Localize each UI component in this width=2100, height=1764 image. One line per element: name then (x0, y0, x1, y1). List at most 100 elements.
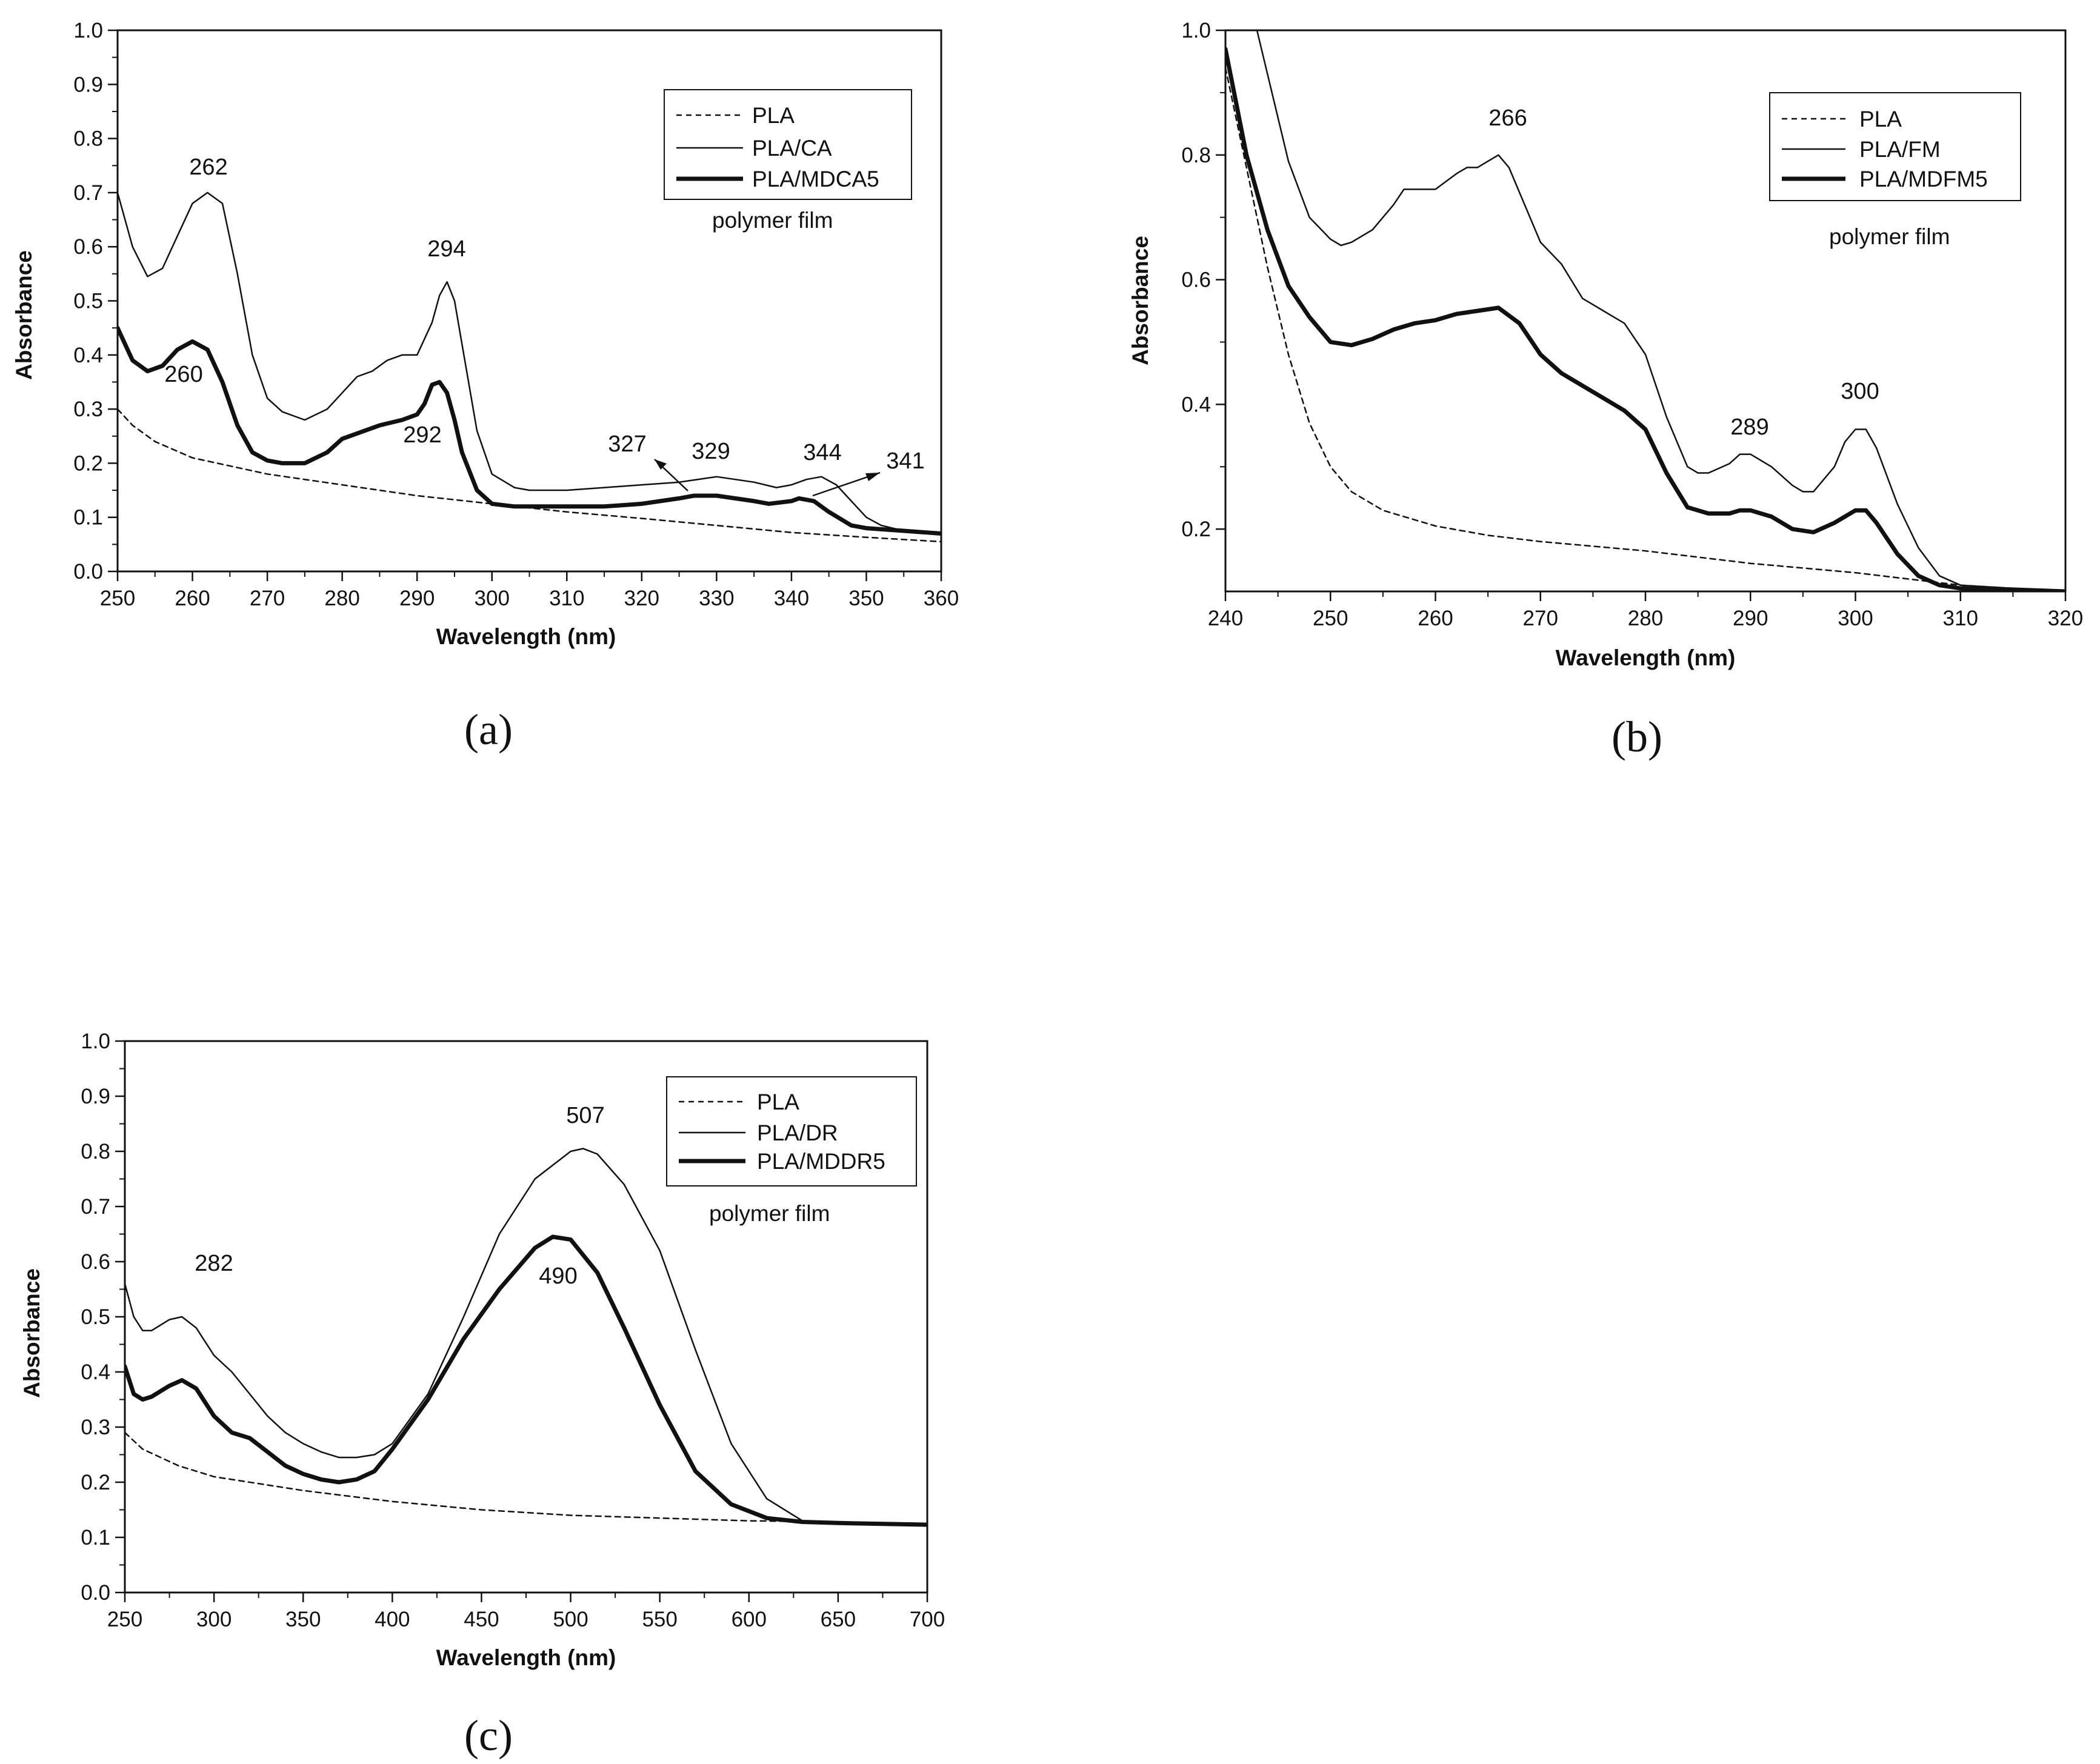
panel-a-y-tick-label: 0.3 (73, 398, 103, 421)
panel-c-x-tick-label: 450 (464, 1608, 499, 1631)
panel-a-x-tick-label: 270 (250, 587, 285, 610)
panel-a-peak-label-294: 294 (427, 236, 465, 262)
panel-a-y-tick-label: 1.0 (73, 19, 103, 42)
panel-a-arrowhead-327 (655, 459, 667, 470)
panel-a-legend: PLA PLA/CA PLA/MDCA5 (664, 89, 912, 200)
panel-a-peak-label-327: 327 (608, 431, 646, 457)
panel-b-y-tick-label: 1.0 (1181, 19, 1211, 42)
panel-c-x-axis-title: Wavelength (nm) (436, 1645, 616, 1670)
panel-a-x-axis-title: Wavelength (nm) (436, 624, 616, 649)
panel-c-peak-label-507: 507 (566, 1103, 604, 1128)
panel-c-series-pla-mddr5 (125, 1234, 927, 1527)
panel-a-x-tick-label: 350 (848, 587, 884, 610)
panel-a-chart: 250 260 270 280 290 300 310 320 330 340 350 360 0.0 0… (12, 19, 959, 754)
panel-a-y-tick-label: 0.4 (73, 344, 103, 367)
panel-b-y-tick-label: 0.8 (1181, 144, 1211, 167)
panel-c-legend-box (666, 1076, 917, 1187)
panel-c-x-tick-label: 300 (196, 1608, 232, 1631)
panel-c-y-tick-label: 0.1 (81, 1526, 110, 1549)
panel-b-legend-label-pla-mdfm5: PLA/MDFM5 (1859, 167, 1988, 191)
panel-a-x-tick-label: 250 (100, 587, 135, 610)
panel-a-peak-label-329: 329 (692, 439, 730, 464)
panel-b-x-tick-label: 260 (1418, 607, 1453, 630)
panel-a-peak-label-292: 292 (403, 422, 441, 448)
panel-c-y-tick-label: 0.3 (81, 1416, 110, 1439)
panel-a-series-pla-ca (118, 191, 941, 534)
panel-c-y-tick-label: 0.6 (81, 1250, 110, 1274)
panel-a-peak-label-262: 262 (189, 155, 227, 180)
panel-a-note: polymer film (712, 208, 833, 233)
panel-b-series-pla-mdfm5 (1225, 47, 2065, 591)
panel-a-series (118, 191, 941, 543)
panel-c-series (125, 1148, 927, 1527)
panel-a-x-tick-label: 360 (924, 587, 959, 610)
panel-c-y-tick-label: 0.9 (81, 1085, 110, 1108)
panel-a-x-tick-label: 340 (774, 587, 809, 610)
panel-a-y-tick-label: 0.2 (73, 451, 103, 475)
panel-a-label: (a) (464, 705, 513, 754)
panel-a-peak-label-344: 344 (803, 440, 841, 465)
panel-a-peak-label-341: 341 (886, 448, 924, 474)
panel-b-label: (b) (1612, 713, 1662, 761)
panel-b-note: polymer film (1829, 224, 1950, 249)
panel-a-x-tick-label: 330 (699, 587, 734, 610)
panel-c-axis-ticks: 250 300 350 400 450 500 550 600 650 700 0.0 0.1 0.2 0… (81, 1030, 945, 1631)
panel-b-x-tick-label: 310 (1943, 607, 1978, 630)
panel-c-x-tick-label: 600 (732, 1608, 767, 1631)
panel-b-x-tick-label: 280 (1628, 607, 1663, 630)
panel-c-y-tick-label: 0.4 (81, 1360, 110, 1384)
panel-a-arrowhead-341 (865, 473, 880, 481)
panel-b-plot-frame (1224, 29, 2067, 593)
panel-c-series-pla (125, 1431, 927, 1525)
panel-b-series-pla-fm (1256, 30, 2065, 591)
panel-a-y-tick-label: 0.9 (73, 73, 103, 96)
panel-b-chart: 240 250 260 270 280 290 300 310 320 0.2 0.4 0.6 0.8 1… (1128, 19, 2083, 761)
panel-c-x-tick-label: 650 (821, 1608, 856, 1631)
panel-b-peak-label-266: 266 (1488, 105, 1527, 131)
panel-c-x-tick-label: 500 (553, 1608, 588, 1631)
panel-b-y-tick-label: 0.4 (1181, 393, 1211, 416)
panel-c-y-tick-label: 0.5 (81, 1305, 110, 1329)
panel-b-legend-label-pla-fm: PLA/FM (1859, 137, 1941, 162)
panel-a-y-tick-label: 0.0 (73, 560, 103, 584)
panel-a-legend-label-pla: PLA (752, 103, 795, 128)
panel-b-legend-label-pla: PLA (1859, 107, 1902, 131)
panel-c-x-tick-label: 700 (910, 1608, 945, 1631)
panel-b-x-tick-label: 240 (1208, 607, 1243, 630)
panel-a-peak-label-260: 260 (164, 362, 202, 387)
panel-c-x-tick-label: 550 (642, 1608, 677, 1631)
panel-c-legend-label-pla-dr: PLA/DR (757, 1120, 838, 1145)
panel-a-y-tick-label: 0.6 (73, 235, 103, 259)
panel-c-y-tick-label: 0.2 (81, 1471, 110, 1494)
panel-c-x-tick-label: 400 (375, 1608, 410, 1631)
panel-c-y-tick-label: 1.0 (81, 1030, 110, 1053)
panel-c-legend-label-pla: PLA (757, 1090, 799, 1114)
panel-b-y-axis-title: Absorbance (1128, 236, 1153, 365)
panel-b-axis-ticks: 240 250 260 270 280 290 300 310 320 0.2 0.4 0.6 0.8 1… (1181, 19, 2083, 630)
panel-c-y-axis-title: Absorbance (19, 1268, 44, 1398)
panel-b-y-tick-label: 0.2 (1181, 518, 1211, 541)
panel-c-legend: PLA PLA/DR PLA/MDDR5 (666, 1076, 917, 1187)
panel-a-x-tick-label: 320 (624, 587, 659, 610)
panel-c-plot-frame (124, 1040, 928, 1594)
panel-c-note: polymer film (709, 1201, 830, 1226)
panel-b-series-pla (1225, 67, 2065, 591)
panel-b-y-tick-label: 0.6 (1181, 268, 1211, 292)
panel-a-x-tick-label: 310 (549, 587, 584, 610)
panel-c-chart: 250 300 350 400 450 500 550 600 650 700 0.0 0.1 0.2 0… (19, 1030, 945, 1760)
panel-b-legend-box (1769, 92, 2021, 201)
panel-b-peak-label-300: 300 (1841, 379, 1879, 404)
panel-b-peak-label-289: 289 (1730, 414, 1768, 440)
panel-a-legend-label-pla-mdca5: PLA/MDCA5 (752, 167, 879, 191)
panel-a-y-tick-label: 0.5 (73, 290, 103, 313)
panel-a-y-tick-label: 0.7 (73, 181, 103, 205)
panel-c-legend-label-pla-mddr5: PLA/MDDR5 (757, 1149, 885, 1174)
panel-c-y-tick-label: 0.7 (81, 1195, 110, 1219)
panel-c-label: (c) (464, 1711, 513, 1760)
panel-b-x-tick-label: 300 (1838, 607, 1873, 630)
panel-a-x-tick-label: 290 (399, 587, 435, 610)
panel-c-x-tick-label: 250 (107, 1608, 142, 1631)
panel-a-y-axis-title: Absorbance (12, 250, 36, 380)
panel-b-x-tick-label: 250 (1313, 607, 1348, 630)
